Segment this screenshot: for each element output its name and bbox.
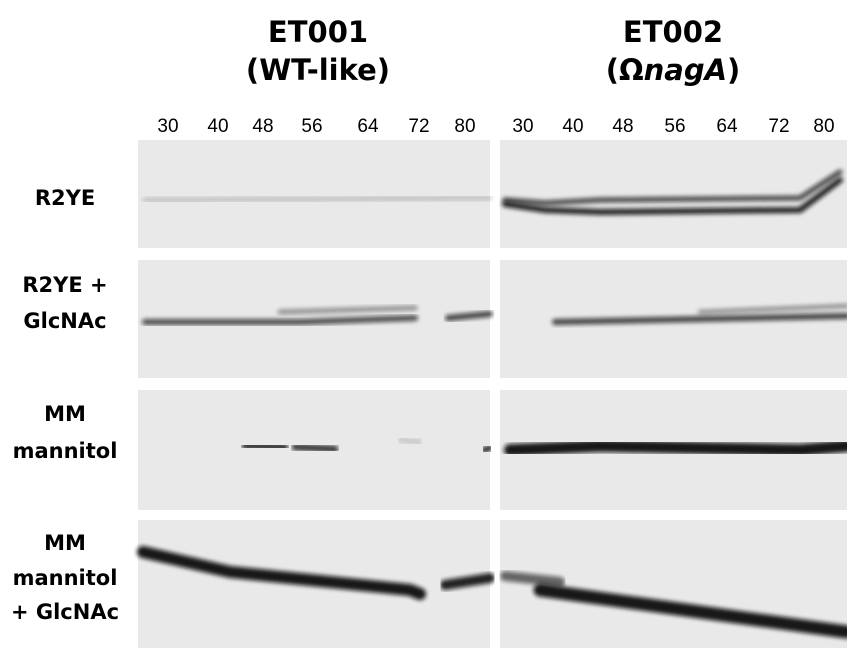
row-label: mannitol: [13, 439, 118, 463]
row-label: R2YE +: [22, 273, 107, 297]
lane-label: 72: [768, 116, 789, 137]
row-label: R2YE: [35, 186, 95, 210]
lane-label: 40: [562, 116, 583, 137]
lane-labels: 30 40 48 56 64 72 80 30 40 48 56 64 72 80: [157, 116, 834, 137]
row-label: GlcNAc: [23, 309, 106, 333]
blot-bands: [137, 169, 847, 639]
lane-label: 80: [813, 116, 834, 137]
row-label: MM: [44, 531, 86, 555]
column-title: ET001: [268, 15, 368, 49]
lane-label: 48: [612, 116, 633, 137]
row-label: mannitol: [13, 566, 118, 590]
lane-label: 40: [207, 116, 228, 137]
lane-label: 30: [512, 116, 533, 137]
row-label: + GlcNAc: [11, 600, 119, 624]
lane-label: 64: [357, 116, 379, 137]
column-title: ET002: [623, 15, 723, 49]
column-subtitle: (WT-like): [246, 53, 390, 87]
row-label: MM: [44, 402, 86, 426]
lane-label: 64: [716, 116, 738, 137]
lane-label: 56: [664, 116, 685, 137]
column-subtitle: (ΩnagA): [606, 53, 741, 87]
lane-label: 30: [157, 116, 178, 137]
lane-label: 72: [408, 116, 429, 137]
lane-label: 56: [301, 116, 322, 137]
lane-label: 48: [252, 116, 273, 137]
lane-label: 80: [454, 116, 475, 137]
